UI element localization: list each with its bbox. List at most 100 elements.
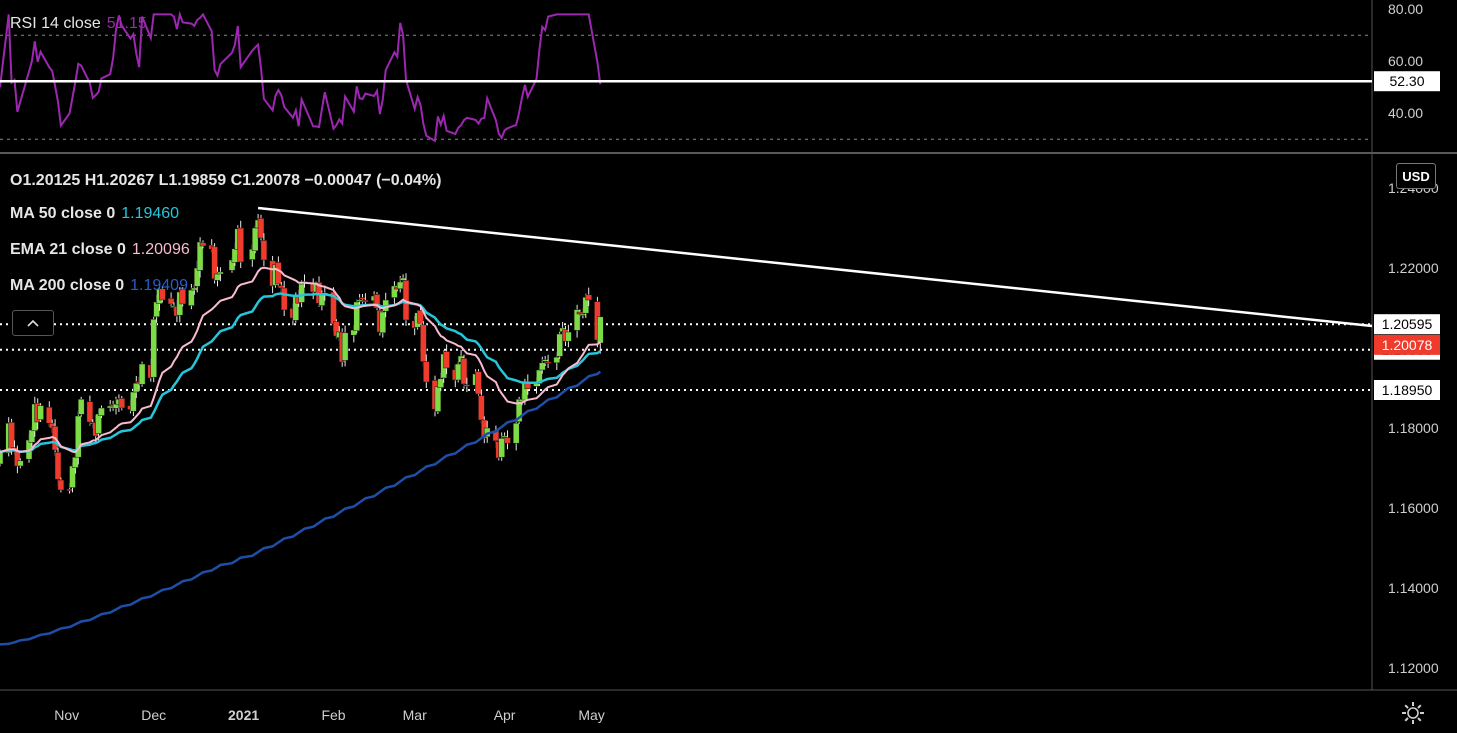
level-label: 1.18950 [1382,382,1433,398]
ma50-line [0,292,602,454]
candle-body [0,451,4,465]
candle-body [420,324,427,362]
candle-body [498,438,505,458]
candle-body [196,241,204,271]
candle-body [298,283,305,303]
candle-body [275,262,282,285]
ema21-label: EMA 21 close 0 [10,241,126,258]
candle-body [37,405,44,420]
candle-body [86,401,94,423]
rsi-legend: RSI 14 close 51.15 [10,15,147,33]
level-label-bg [1374,380,1440,400]
rsi-axis-label: 40.00 [1388,105,1423,121]
rsi-value: 51.15 [106,15,147,32]
ma200-label: MA 200 close 0 [10,277,125,294]
candle-body [188,289,195,306]
level-label-bg [1374,314,1440,335]
candle-body [512,422,520,444]
ma200-value: 1.19409 [130,277,188,294]
candle-body [417,310,424,324]
ma50-label: MA 50 close 0 [10,205,116,222]
candle-body [373,294,381,309]
resistance-trendline [257,206,1373,328]
candle-body [443,351,450,369]
rsi-axis-label: 60.00 [1388,53,1423,69]
candle-body [585,294,592,301]
candle-body [138,363,146,385]
candle-body [556,333,563,357]
candle-body [95,413,102,434]
candle-body [544,361,552,364]
candle-body [573,309,581,331]
candle-body [69,465,76,488]
time-axis-label: Apr [494,707,516,723]
currency-badge[interactable]: USD [1396,163,1436,189]
candle-body [434,386,442,412]
time-axis-label: Nov [54,707,79,723]
collapse-legend-button[interactable] [12,310,54,336]
ema21-legend: EMA 21 close 0 1.20096 [10,241,190,259]
candle-body [280,287,288,311]
candle-body [72,456,79,468]
candle-body [541,359,549,362]
ohlc-readout: O1.20125 H1.20267 L1.19859 C1.20078 −0.0… [10,172,442,189]
price-axis-label: 1.14000 [1388,580,1439,596]
candle-body [460,358,468,385]
time-axis-label: Mar [403,707,427,723]
candle-body [199,242,207,247]
rsi-level-label: 52.30 [1389,73,1424,89]
candle-body [66,488,73,491]
candle-body [179,289,186,305]
candle-body [539,362,546,371]
time-axis-label: May [578,707,604,723]
chevron-up-icon [27,319,39,327]
candle-body [423,361,430,383]
candle-body [391,285,398,298]
candle-body [57,479,65,491]
gear-icon[interactable] [1400,700,1426,726]
price-axis-label: 1.12000 [1388,660,1439,676]
candle-body [379,311,387,334]
candle-body [191,287,198,291]
candle-body [77,398,85,415]
candle-body [75,415,82,458]
candle-body [130,391,137,412]
candle-body [565,331,572,342]
candle-body [399,277,407,281]
ma50-legend: MA 50 close 0 1.19460 [10,205,179,223]
candle-body [579,313,587,316]
candle-body [576,311,584,315]
candle-body [193,267,201,287]
candle-body [54,452,62,480]
price-axis-label: 1.16000 [1388,500,1439,516]
candle-body [133,382,140,393]
time-axis-label: Dec [141,707,166,723]
candle-body [278,285,285,289]
ma200-line [0,370,602,646]
candle-body [356,299,363,302]
candle-body [153,301,160,318]
candle-body [8,422,15,451]
candle-body [28,429,36,443]
candle-body [260,240,268,261]
rsi-axis-label: 80.00 [1388,1,1423,17]
rsi-line [0,10,602,143]
price-axis-label: 1.22000 [1388,260,1439,276]
candle-body [463,384,471,387]
candle-body [553,356,561,364]
candle-body [150,318,157,378]
candle-body [454,363,462,381]
rsi-level-label-bg [1374,71,1440,92]
candle-body [251,227,259,252]
last-price-label-bg [1374,334,1440,355]
candle-body [359,297,366,300]
candle-body [501,435,508,438]
candle-body [106,405,114,409]
candle-body [214,273,221,281]
candle-body [597,316,604,344]
candle-body [98,407,105,416]
candle-body [167,298,175,305]
candle-body [478,395,485,421]
candle-body [475,371,482,395]
